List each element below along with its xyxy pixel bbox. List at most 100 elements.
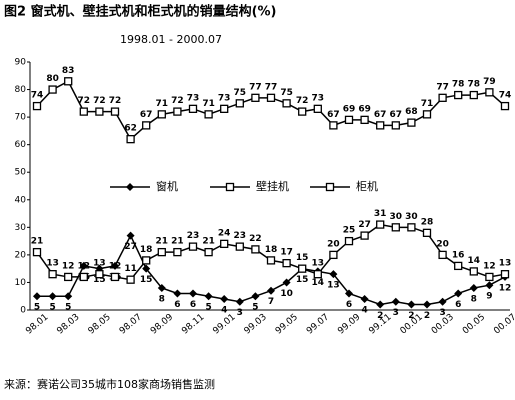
legend-label: 柜机 [356, 179, 378, 193]
data-point [126, 231, 135, 240]
x-tick-label: 99.05 [274, 312, 300, 336]
data-point [329, 270, 338, 279]
x-tick-label: 98.03 [55, 312, 81, 336]
x-tick-label: 98.09 [149, 312, 175, 336]
data-label: 69 [358, 104, 371, 114]
data-label: 23 [187, 231, 200, 241]
data-label: 12 [499, 283, 512, 293]
data-label: 77 [265, 82, 278, 92]
data-label: 23 [234, 231, 247, 241]
data-point [173, 247, 182, 257]
data-label: 21 [31, 237, 44, 247]
data-label: 22 [249, 234, 262, 244]
data-point [344, 236, 354, 246]
data-point [345, 289, 353, 298]
x-tick-label: 98.11 [180, 312, 206, 336]
y-tick-label: 30 [15, 223, 27, 233]
data-point [469, 267, 478, 276]
data-point [376, 220, 385, 229]
data-label: 3 [393, 308, 399, 318]
data-point [48, 85, 57, 94]
data-label: 73 [187, 93, 200, 103]
data-label: 74 [499, 91, 512, 101]
data-point [220, 104, 229, 113]
data-point [32, 247, 42, 257]
data-point [282, 278, 291, 287]
data-label: 28 [421, 217, 434, 227]
data-point [485, 272, 494, 282]
data-label: 72 [296, 96, 309, 106]
data-point [407, 300, 416, 309]
data-label: 8 [159, 294, 165, 304]
data-label: 67 [390, 110, 403, 120]
data-point [329, 250, 338, 260]
data-point [454, 261, 463, 271]
data-label: 68 [405, 107, 418, 117]
data-label: 62 [124, 124, 137, 134]
data-label: 69 [343, 104, 356, 114]
data-label: 12 [78, 261, 91, 271]
chart-title: 图2 窗式机、壁挂式机和柜式机的销量结构(%) [4, 4, 276, 20]
data-point [469, 90, 478, 100]
y-tick-label: 80 [15, 85, 27, 95]
data-label: 12 [62, 261, 75, 271]
data-point [79, 261, 88, 270]
data-point [422, 228, 432, 237]
data-label: 13 [46, 259, 59, 269]
data-label: 79 [483, 77, 496, 87]
data-label: 73 [312, 93, 325, 103]
data-label: 20 [327, 239, 340, 249]
data-point [95, 107, 104, 116]
data-label: 2 [424, 311, 430, 321]
data-label: 6 [190, 300, 196, 310]
data-point [423, 300, 431, 309]
data-label: 15 [296, 253, 309, 263]
data-label: 12 [109, 261, 122, 271]
data-label: 2 [408, 311, 414, 321]
data-label: 17 [280, 248, 293, 258]
data-point [110, 107, 120, 116]
data-label: 16 [452, 250, 465, 260]
data-point [298, 264, 307, 273]
data-point [344, 115, 354, 125]
data-point [110, 272, 120, 282]
y-tick-label: 0 [20, 306, 26, 316]
data-point [64, 77, 73, 86]
data-label: 21 [171, 237, 184, 247]
y-tick-label: 10 [15, 278, 27, 288]
data-point [298, 107, 307, 116]
legend-marker [325, 182, 335, 192]
data-label: 4 [361, 305, 367, 315]
data-label: 31 [374, 209, 387, 219]
data-label: 80 [46, 74, 59, 84]
data-label: 72 [171, 96, 184, 106]
data-point [111, 261, 119, 270]
data-point [220, 239, 229, 249]
data-label: 67 [140, 110, 153, 120]
data-point [438, 93, 447, 102]
y-tick-label: 20 [15, 250, 27, 260]
source-note: 来源：赛诺公司35城市108家商场销售监测 [4, 377, 215, 391]
data-point [376, 121, 385, 130]
data-point [142, 256, 151, 265]
data-point [329, 121, 338, 130]
y-tick-label: 60 [15, 140, 27, 150]
data-point [157, 110, 166, 119]
data-point [204, 247, 213, 257]
data-point [282, 99, 291, 108]
data-label: 13 [312, 259, 325, 269]
data-point [48, 292, 57, 301]
data-label: 3 [439, 308, 445, 318]
data-point [282, 259, 291, 268]
data-label: 15 [140, 275, 153, 285]
data-point [500, 270, 510, 279]
data-label: 3 [237, 308, 243, 318]
data-label: 4 [221, 305, 227, 315]
data-label: 2 [377, 311, 383, 321]
legend-label: 壁挂机 [256, 179, 289, 193]
data-point [376, 300, 385, 309]
data-label: 10 [280, 289, 293, 299]
data-point [188, 242, 198, 251]
data-point [485, 281, 494, 290]
